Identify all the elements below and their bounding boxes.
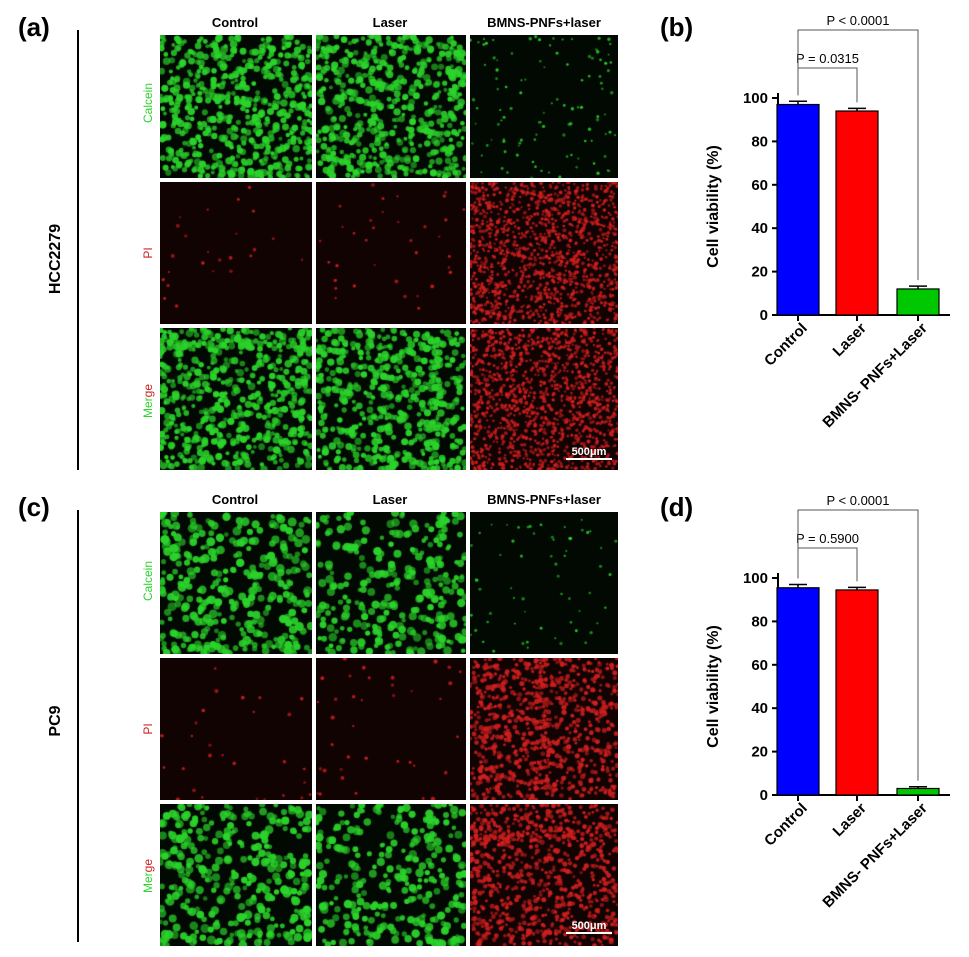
bar [835,589,879,796]
micro-top-laser-calcein [316,35,466,178]
stain-calcein-bottom: Calcein [141,560,155,602]
x-tick-label: BMNS- PNFs+Laser [819,320,930,431]
x-tick-label: BMNS- PNFs+Laser [819,800,930,911]
y-tick-label: 80 [751,613,768,630]
micro-bottom-control-merge [160,804,312,946]
viability-chart-d: 0 20 40 60 80 100 Cell viability (%) Control Las… [705,493,950,911]
x-tick-label: Laser [830,800,870,840]
bar [776,587,820,796]
scalebar-top: 500μm [566,446,612,460]
micro-bottom-control-calcein [160,512,312,654]
significance-label: P < 0.0001 [826,493,889,508]
y-tick-label: 40 [751,220,768,237]
micro-top-bmns-merge [470,328,618,470]
bar [896,787,940,796]
x-tick-label: Control [761,320,811,370]
significance-bracket [797,67,858,103]
panel-label-a: (a) [18,12,50,42]
significance-label: P = 0.5900 [796,531,859,546]
y-tick-label: 0 [760,307,768,324]
viability-chart-b: 0 20 40 60 80 100 Cell viability (%) Control Las… [705,13,950,431]
micro-bottom-control-pi [160,658,312,800]
col-header-laser-bottom: Laser [372,492,408,507]
micro-top-laser-pi [316,182,466,324]
panel-label-d: (d) [660,492,694,522]
scalebar-bottom: 500μm [566,920,612,934]
bar [776,103,820,316]
micro-top-control-calcein [160,35,312,178]
cell-line-top: HCC2279 [47,223,64,295]
col-header-laser-top: Laser [372,15,408,30]
cell-line-bottom: PC9 [47,705,64,737]
significance-bracket [797,547,858,582]
stain-merge-top: Merge [141,383,155,419]
micro-bottom-laser-pi [316,658,466,800]
y-axis-label: Cell viability (%) [705,625,722,748]
y-tick-label: 100 [743,570,768,587]
stain-merge-bottom: Merge [141,858,155,894]
y-tick-label: 80 [751,133,768,150]
y-tick-label: 20 [751,264,768,281]
bar [896,288,940,316]
significance-label: P = 0.0315 [796,51,859,66]
col-header-control-bottom: Control [211,492,259,507]
col-header-control-top: Control [211,15,259,30]
stain-calcein-top: Calcein [141,82,155,124]
y-tick-label: 20 [751,744,768,761]
y-tick-label: 0 [760,787,768,804]
x-tick-label: Control [761,800,811,850]
y-axis-label: Cell viability (%) [705,145,722,268]
bar [835,110,879,316]
col-header-bmns-top: BMNS-PNFs+laser [487,15,601,30]
panel-label-c: (c) [18,492,50,522]
panel-label-b: (b) [660,12,694,42]
significance-bracket [797,29,919,281]
divider-bottom [77,510,79,942]
significance-label: P < 0.0001 [826,13,889,28]
y-tick-label: 60 [751,657,768,674]
y-tick-label: 100 [743,90,768,107]
divider-top [77,30,79,470]
col-header-bmns-bottom: BMNS-PNFs+laser [487,492,601,507]
micro-bottom-bmns-merge [470,804,618,946]
micro-top-bmns-calcein [470,35,618,178]
micro-top-control-pi [160,182,312,324]
micro-bottom-bmns-pi [470,658,618,800]
micro-bottom-laser-calcein [316,512,466,654]
micro-top-bmns-pi [470,182,618,324]
y-tick-label: 40 [751,700,768,717]
micro-top-laser-merge [316,328,466,470]
micro-bottom-laser-merge [316,804,466,946]
stain-pi-bottom: PI [141,723,155,735]
micro-top-control-merge [160,328,312,470]
y-tick-label: 60 [751,177,768,194]
x-tick-label: Laser [830,320,870,360]
stain-pi-top: PI [141,247,155,259]
significance-bracket [797,509,919,781]
micro-bottom-bmns-calcein [470,512,618,654]
